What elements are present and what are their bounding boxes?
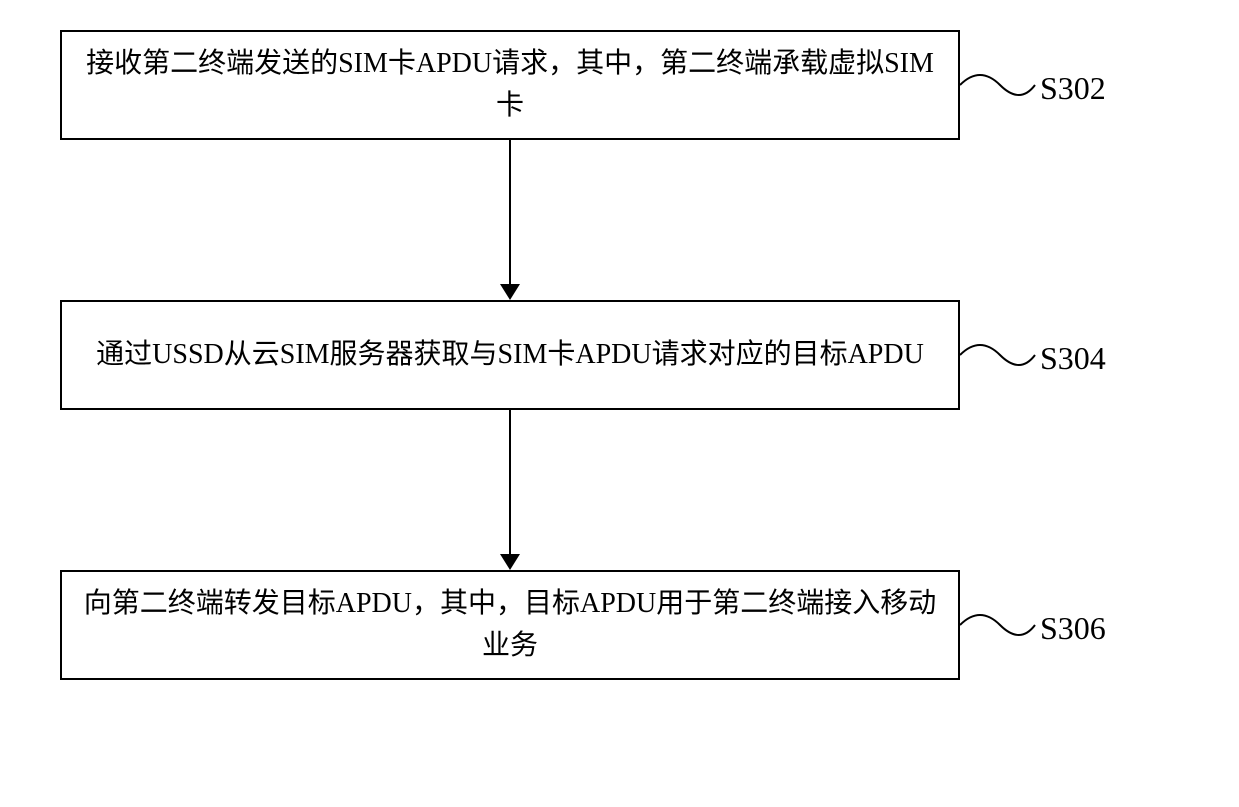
flowchart-container: 接收第二终端发送的SIM卡APDU请求，其中，第二终端承载虚拟SIM卡 S302… (0, 0, 1239, 807)
connector-1 (509, 140, 511, 284)
connector-2 (509, 410, 511, 554)
flow-step-2: 通过USSD从云SIM服务器获取与SIM卡APDU请求对应的目标APDU (60, 300, 960, 410)
flow-step-2-text: 通过USSD从云SIM服务器获取与SIM卡APDU请求对应的目标APDU (96, 334, 924, 376)
flow-step-1: 接收第二终端发送的SIM卡APDU请求，其中，第二终端承载虚拟SIM卡 (60, 30, 960, 140)
arrow-head-1 (500, 284, 520, 300)
curve-connector-2 (960, 330, 1040, 380)
curve-connector-1 (960, 60, 1040, 110)
arrow-head-2 (500, 554, 520, 570)
step-label-3: S306 (1040, 610, 1106, 647)
curve-connector-3 (960, 600, 1040, 650)
flow-step-3-text: 向第二终端转发目标APDU，其中，目标APDU用于第二终端接入移动业务 (82, 583, 938, 667)
step-label-1: S302 (1040, 70, 1106, 107)
flow-step-3: 向第二终端转发目标APDU，其中，目标APDU用于第二终端接入移动业务 (60, 570, 960, 680)
flow-step-1-text: 接收第二终端发送的SIM卡APDU请求，其中，第二终端承载虚拟SIM卡 (82, 43, 938, 127)
step-label-2: S304 (1040, 340, 1106, 377)
